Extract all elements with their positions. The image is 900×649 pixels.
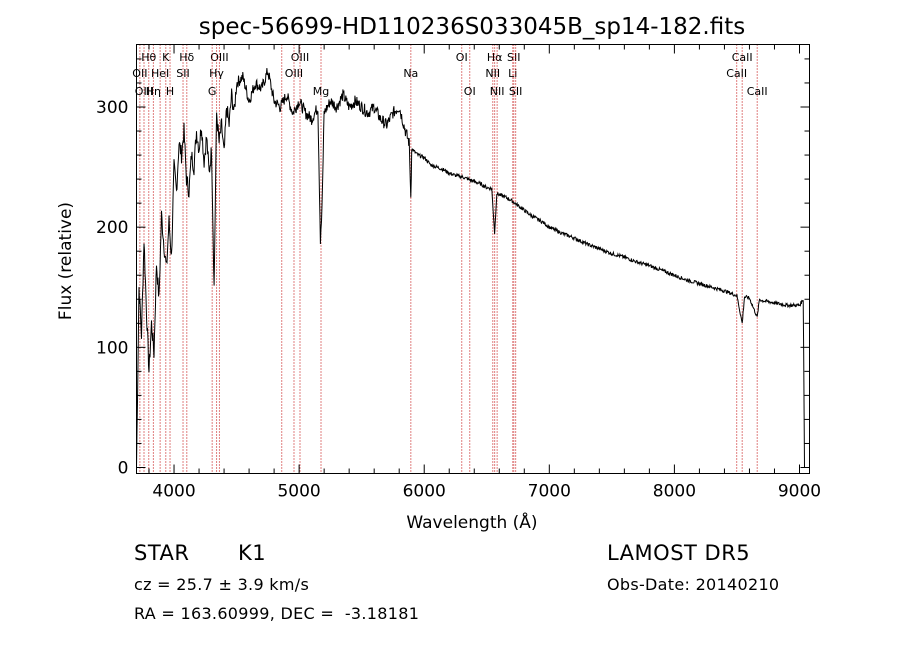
x-tick-label: 9000: [778, 482, 821, 502]
spectral-line-label: OI: [456, 51, 468, 64]
spectral-line-label: Hη: [146, 85, 161, 98]
survey-name: LAMOST DR5: [607, 541, 751, 565]
y-tick-label: 100: [96, 338, 128, 358]
y-axis: 0 100 200 300: [96, 58, 810, 478]
spectral-line-label: CaII: [747, 85, 768, 98]
observation-date: Obs-Date: 20140210: [607, 575, 780, 594]
y-tick-label: 0: [118, 458, 129, 478]
object-type: STAR: [134, 541, 190, 565]
spectral-line-label: Na: [403, 67, 418, 80]
spectral-line-label: Li: [508, 67, 517, 80]
spectral-line-label: OIII: [135, 85, 153, 98]
spectrum-line: [136, 68, 805, 468]
spectral-line-label: G: [208, 85, 217, 98]
redshift-cz: cz = 25.7 ± 3.9 km/s: [134, 575, 310, 594]
spectral-line-label: K: [162, 51, 170, 64]
plot-frame: [136, 44, 810, 474]
spectral-line-label: OII: [132, 67, 147, 80]
x-tick-label: 5000: [277, 482, 320, 502]
x-axis-label: Wavelength (Å): [406, 511, 537, 533]
spectral-line-label: H: [166, 85, 174, 98]
spectral-line-label: OIII: [210, 51, 228, 64]
x-axis: 4000 5000 6000 7000 8000 9000: [148, 44, 821, 502]
y-tick-label: 200: [96, 218, 128, 238]
x-tick-label: 7000: [528, 482, 571, 502]
spectral-line-label: CaII: [726, 67, 747, 80]
spectral-line-label: CaII: [732, 51, 753, 64]
spectral-line-label: Hθ: [141, 51, 156, 64]
spectral-line-label: SII: [507, 51, 520, 64]
spectral-line-label: Hγ: [209, 67, 224, 80]
coordinates: RA = 163.60999, DEC = -3.18181: [134, 604, 420, 623]
spectral-line-label: NII: [490, 85, 505, 98]
spectral-line-label: Mg: [313, 85, 329, 98]
spectral-line-label: Hδ: [179, 51, 194, 64]
spectral-subclass: K1: [238, 541, 267, 565]
y-tick-label: 300: [96, 98, 128, 118]
spectral-line-label: SII: [176, 67, 189, 80]
spectral-line-label: NII: [485, 67, 500, 80]
spectral-line-label: OIII: [291, 51, 309, 64]
x-tick-label: 6000: [403, 482, 446, 502]
x-tick-label: 8000: [653, 482, 696, 502]
chart-title: spec-56699-HD110236S033045B_sp14-182.fit…: [199, 14, 745, 40]
y-axis-label: Flux (relative): [56, 202, 76, 320]
spectral-line-label: HeI: [151, 67, 169, 80]
spectral-line-label: OI: [464, 85, 476, 98]
spectral-line-label: SII: [509, 85, 522, 98]
spectral-line-label: Hα: [487, 51, 503, 64]
spectral-line-label: OIII: [285, 67, 303, 80]
x-tick-label: 4000: [152, 482, 195, 502]
spectral-line-markers: HθOIIOIIIKHeIHηHδSIIHOIIIHγGOIIIOIIIMgNa…: [132, 44, 768, 474]
